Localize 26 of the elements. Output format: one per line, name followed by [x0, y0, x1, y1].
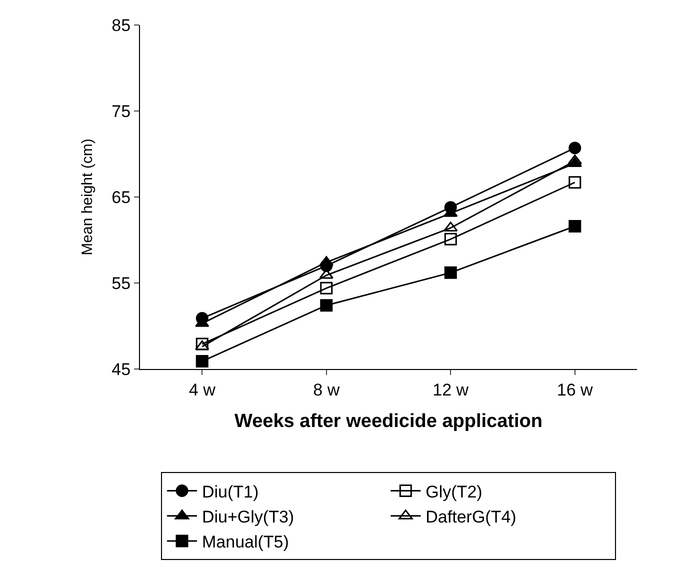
y-tick-label: 85 [112, 16, 131, 35]
x-tick-label: 8 w [313, 380, 340, 400]
point [196, 338, 208, 350]
legend-label: Diu(T1) [202, 482, 259, 502]
point [568, 176, 582, 189]
point [568, 220, 582, 232]
x-tick-label: 4 w [188, 380, 216, 400]
y-tick-label: 65 [112, 188, 131, 207]
y-tick-label: 45 [112, 360, 131, 379]
legend-label: Manual(T5) [202, 532, 289, 552]
point [568, 142, 582, 154]
legend-label: DafterG(T4) [426, 507, 516, 526]
y-axis-title: Mean height (cm) [78, 138, 96, 256]
point [320, 299, 333, 312]
legend-label: Gly(T2) [426, 482, 482, 502]
y-tick-label: 55 [112, 274, 131, 293]
point [444, 266, 457, 279]
x-tick-label: 16 w [556, 380, 594, 400]
point [444, 232, 457, 246]
y-tick-label: 75 [112, 102, 131, 121]
point [195, 340, 210, 350]
x-tick-label: 12 w [432, 380, 470, 400]
point [196, 355, 208, 368]
legend-label: Diu+Gly(T3) [202, 507, 294, 526]
point [320, 282, 333, 294]
x-axis-title: Weeks after weedicide application [234, 411, 542, 432]
